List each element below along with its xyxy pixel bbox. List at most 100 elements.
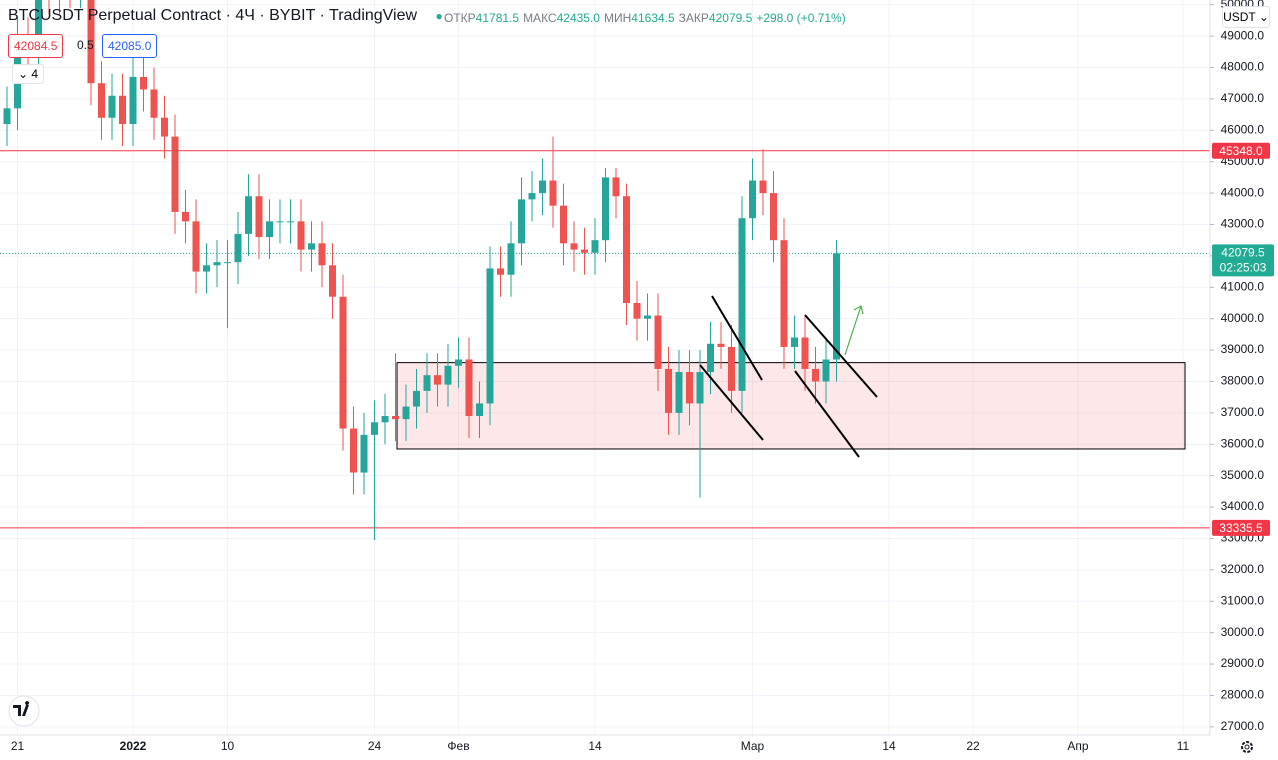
candle-body	[728, 346, 735, 391]
candle-body	[35, 0, 42, 49]
y-tick-label: 44000.0	[1221, 185, 1265, 199]
y-tick-label: 27000.0	[1221, 719, 1265, 733]
candle-body	[518, 199, 525, 244]
candle-body	[549, 180, 557, 206]
candle-body	[707, 343, 714, 373]
candle-body	[434, 375, 441, 385]
y-tick-label: 50000.0	[1221, 0, 1265, 11]
candle-body	[486, 268, 494, 404]
candle-body	[833, 253, 840, 360]
candle-body	[423, 375, 431, 391]
candle-body	[98, 83, 105, 118]
candle-body	[171, 136, 179, 212]
indicators-toggle[interactable]: ⌄ 4	[12, 64, 45, 84]
candles	[3, 0, 840, 541]
candle-body	[644, 315, 651, 319]
candle-body	[686, 372, 693, 404]
candle-body	[612, 177, 620, 197]
candle-body	[318, 243, 326, 266]
ohlc-value: 41781.5	[475, 11, 520, 25]
y-tick-label: 34000.0	[1221, 499, 1265, 513]
candle-body	[759, 180, 767, 194]
trend-line	[699, 364, 764, 441]
candle-body	[465, 359, 473, 417]
y-tick-label: 49000.0	[1221, 28, 1265, 42]
exchange: BYBIT	[269, 7, 316, 24]
y-tick-label: 47000.0	[1221, 91, 1265, 105]
axis-labels: 27000.0 28000.0 29000.0 30000.0 31000.0 32000…	[11, 0, 1274, 753]
candle-body	[402, 406, 410, 420]
x-tick-label: 14	[882, 739, 896, 753]
y-tick-label: 37000.0	[1221, 405, 1265, 419]
candle-body	[392, 416, 399, 420]
candle-body	[749, 180, 756, 219]
zone	[396, 362, 1186, 450]
candle-body	[455, 359, 462, 366]
candle-body	[371, 422, 378, 435]
candle-body	[675, 372, 683, 413]
current-price-label: 42079.5	[1221, 246, 1265, 260]
sell-button[interactable]: 42084.5	[8, 34, 64, 58]
indicator-count: 4	[31, 67, 39, 81]
candle-body	[570, 243, 578, 250]
y-tick-label: 39000.0	[1221, 342, 1265, 356]
candle-body	[350, 428, 357, 473]
candle-body	[812, 368, 819, 382]
candle-body	[287, 221, 294, 223]
candle-body	[791, 337, 798, 347]
change: +298.0 (+0.71%)	[756, 11, 846, 25]
candle-body	[413, 390, 420, 407]
candle-body	[140, 76, 147, 90]
tv-logo	[8, 695, 40, 727]
candle-body	[602, 177, 609, 241]
ohlc-label: МАКС	[523, 11, 557, 25]
candle-body	[339, 296, 347, 429]
trend-line	[804, 314, 878, 398]
x-tick-label: 11	[1177, 739, 1190, 753]
trend-line	[711, 295, 763, 381]
candle-body	[770, 193, 777, 241]
currency-select[interactable]: USDT ⌄	[1222, 6, 1270, 28]
y-tick-label: 31000.0	[1221, 593, 1265, 607]
ohlc-label: ЗАКР	[678, 11, 709, 25]
candle-body	[633, 302, 641, 319]
candle-body	[308, 243, 315, 250]
arrow	[844, 305, 864, 356]
candle-body	[696, 372, 704, 404]
settings-icon[interactable]	[1241, 741, 1253, 753]
candle-body	[234, 233, 242, 263]
y-tick-label: 36000.0	[1221, 436, 1265, 450]
currency: USDT	[1223, 10, 1256, 24]
y-tick-label: 41000.0	[1221, 279, 1265, 293]
x-tick-label: 21	[11, 739, 25, 753]
candle-body	[528, 193, 536, 200]
x-tick-label: 2022	[120, 739, 147, 753]
candle-body	[780, 240, 788, 347]
x-tick-label: Мар	[741, 739, 765, 753]
candle-body	[245, 196, 252, 234]
x-tick-label: 10	[221, 739, 235, 753]
candle-body	[119, 95, 126, 125]
candle-body	[581, 249, 588, 253]
candle-body	[224, 262, 231, 264]
y-tick-label: 29000.0	[1221, 656, 1265, 670]
current-price-tag	[1212, 244, 1274, 277]
price-tag-label: 33335.5	[1219, 521, 1263, 535]
y-tick-label: 46000.0	[1221, 122, 1265, 136]
candle-body	[665, 368, 672, 413]
candle-body	[192, 221, 200, 272]
candle-body	[213, 262, 221, 266]
y-tick-label: 28000.0	[1221, 688, 1265, 702]
interval[interactable]: 4Ч	[235, 7, 255, 24]
candle-body	[591, 240, 599, 253]
buy-button[interactable]: 42085.0	[102, 34, 158, 58]
candle-body	[497, 268, 504, 275]
price-axis	[1210, 0, 1278, 735]
spread: 0.5	[77, 38, 94, 52]
candle-body	[623, 196, 630, 303]
price-tag-label: 45348.0	[1219, 144, 1263, 158]
candle-body	[150, 89, 158, 118]
zone-layer	[0, 150, 1210, 529]
x-tick-label: 22	[966, 739, 980, 753]
